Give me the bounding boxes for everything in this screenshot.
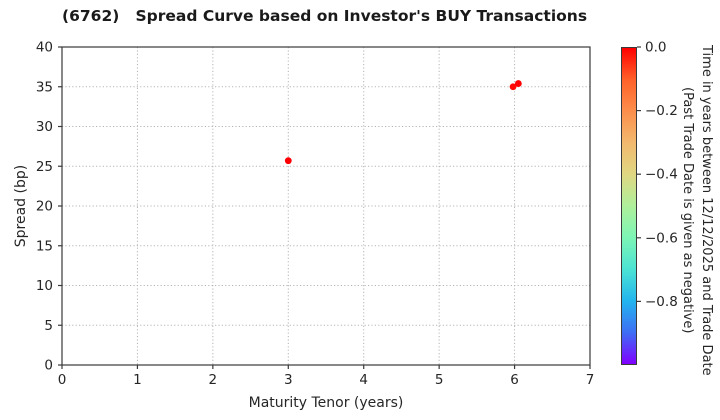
- y-tick-label: 35: [36, 79, 53, 95]
- colorbar-label-line1: Time in years between 12/12/2025 and Tra…: [699, 44, 714, 376]
- colorbar-tick-label: −0.8: [645, 294, 678, 310]
- colorbar-tick-label: −0.2: [645, 103, 678, 119]
- y-axis-label: Spread (bp): [13, 164, 29, 248]
- data-point: [284, 157, 292, 165]
- x-tick-label: 1: [133, 372, 142, 388]
- data-point: [509, 83, 517, 91]
- x-tick-label: 4: [359, 372, 368, 388]
- x-tick-label: 6: [510, 372, 519, 388]
- colorbar-tick-label: 0.0: [645, 40, 666, 56]
- x-tick-label: 2: [209, 372, 218, 388]
- x-tick-label: 5: [435, 372, 444, 388]
- y-tick-label: 30: [36, 119, 53, 135]
- y-tick-label: 15: [36, 238, 53, 254]
- y-tick-label: 40: [36, 40, 53, 56]
- colorbar-gradient: [621, 47, 637, 365]
- y-tick-label: 5: [44, 318, 53, 334]
- colorbar-tick-label: −0.4: [645, 167, 678, 183]
- colorbar-label: Time in years between 12/12/2025 and Tra…: [676, 40, 716, 380]
- y-tick-label: 10: [36, 278, 53, 294]
- x-tick-label: 7: [586, 372, 595, 388]
- x-axis-label: Maturity Tenor (years): [248, 395, 404, 411]
- y-tick-label: 25: [36, 159, 53, 175]
- x-tick-label: 3: [284, 372, 293, 388]
- colorbar-tick-label: −0.6: [645, 230, 678, 246]
- y-tick-label: 20: [36, 199, 53, 215]
- data-point: [514, 80, 522, 87]
- colorbar-label-line2: (Past Trade Date is given as negative): [680, 86, 695, 334]
- y-tick-label: 0: [44, 358, 53, 374]
- x-tick-label: 0: [58, 372, 67, 388]
